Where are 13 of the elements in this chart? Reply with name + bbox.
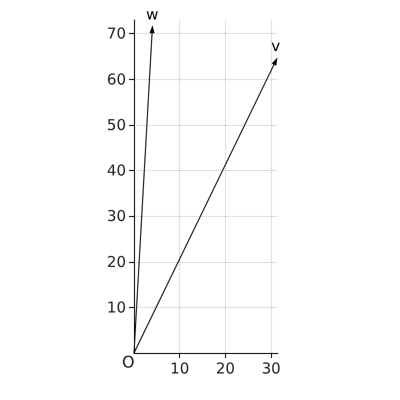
x-tick-label: 30 [262, 360, 281, 378]
y-tick-label: 60 [106, 70, 126, 88]
annotation: O [122, 352, 135, 372]
y-tick-label: 10 [106, 298, 126, 316]
y-tick-label: 20 [106, 252, 126, 271]
series-label: w [146, 5, 158, 24]
y-tick-label: 70 [106, 24, 126, 43]
y-tick-label: 50 [106, 116, 126, 134]
x-tick-label: 10 [170, 360, 190, 378]
y-tick-label: 30 [106, 207, 126, 226]
x-tick-label: 20 [216, 360, 235, 378]
y-tick-label: 40 [106, 162, 126, 180]
series-label: v [271, 36, 280, 55]
